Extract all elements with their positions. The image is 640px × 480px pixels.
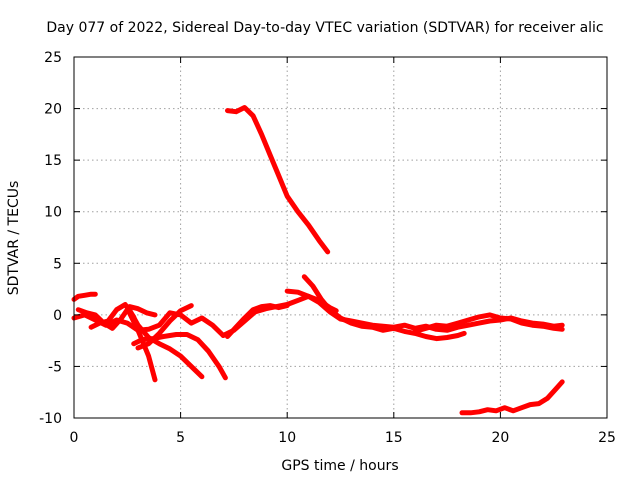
y-axis-label: SDTVAR / TECUs — [6, 181, 22, 296]
series-arc-15 — [459, 379, 565, 416]
x-tick-label: 15 — [385, 430, 403, 446]
x-tick-label: 25 — [598, 430, 616, 446]
series-arc-11 — [225, 303, 290, 339]
series-arc-9 — [135, 303, 194, 351]
x-tick-label: 0 — [70, 430, 79, 446]
series-arc-2 — [71, 291, 98, 302]
x-tick-label: 5 — [176, 430, 185, 446]
axis-ticks: 0 5 10 15 20 25 -10 -5 0 5 10 15 20 25 — [39, 50, 616, 446]
series-arc-13 — [301, 274, 467, 342]
x-tick-label: 10 — [278, 430, 296, 446]
y-tick-label: 25 — [44, 50, 62, 66]
plot-frame — [73, 56, 608, 419]
series-arc-6 — [126, 307, 205, 380]
chart-title: Day 077 of 2022, Sidereal Day-to-day VTE… — [46, 20, 603, 36]
series-layer — [71, 105, 565, 416]
series-arc-14 — [412, 312, 565, 334]
series-arc-1 — [225, 105, 331, 255]
grid — [74, 57, 607, 418]
y-tick-label: 20 — [44, 102, 62, 118]
y-tick-label: -10 — [39, 411, 62, 427]
y-tick-label: 0 — [53, 308, 62, 324]
series-arc-4 — [75, 304, 158, 331]
series-arc-7 — [131, 332, 228, 381]
x-axis-label: GPS time / hours — [281, 458, 398, 474]
x-tick-label: 20 — [491, 430, 509, 446]
y-tick-label: 5 — [53, 256, 62, 272]
y-tick-label: 15 — [44, 153, 62, 169]
y-tick-label: 10 — [44, 205, 62, 221]
y-tick-label: -5 — [48, 359, 62, 375]
